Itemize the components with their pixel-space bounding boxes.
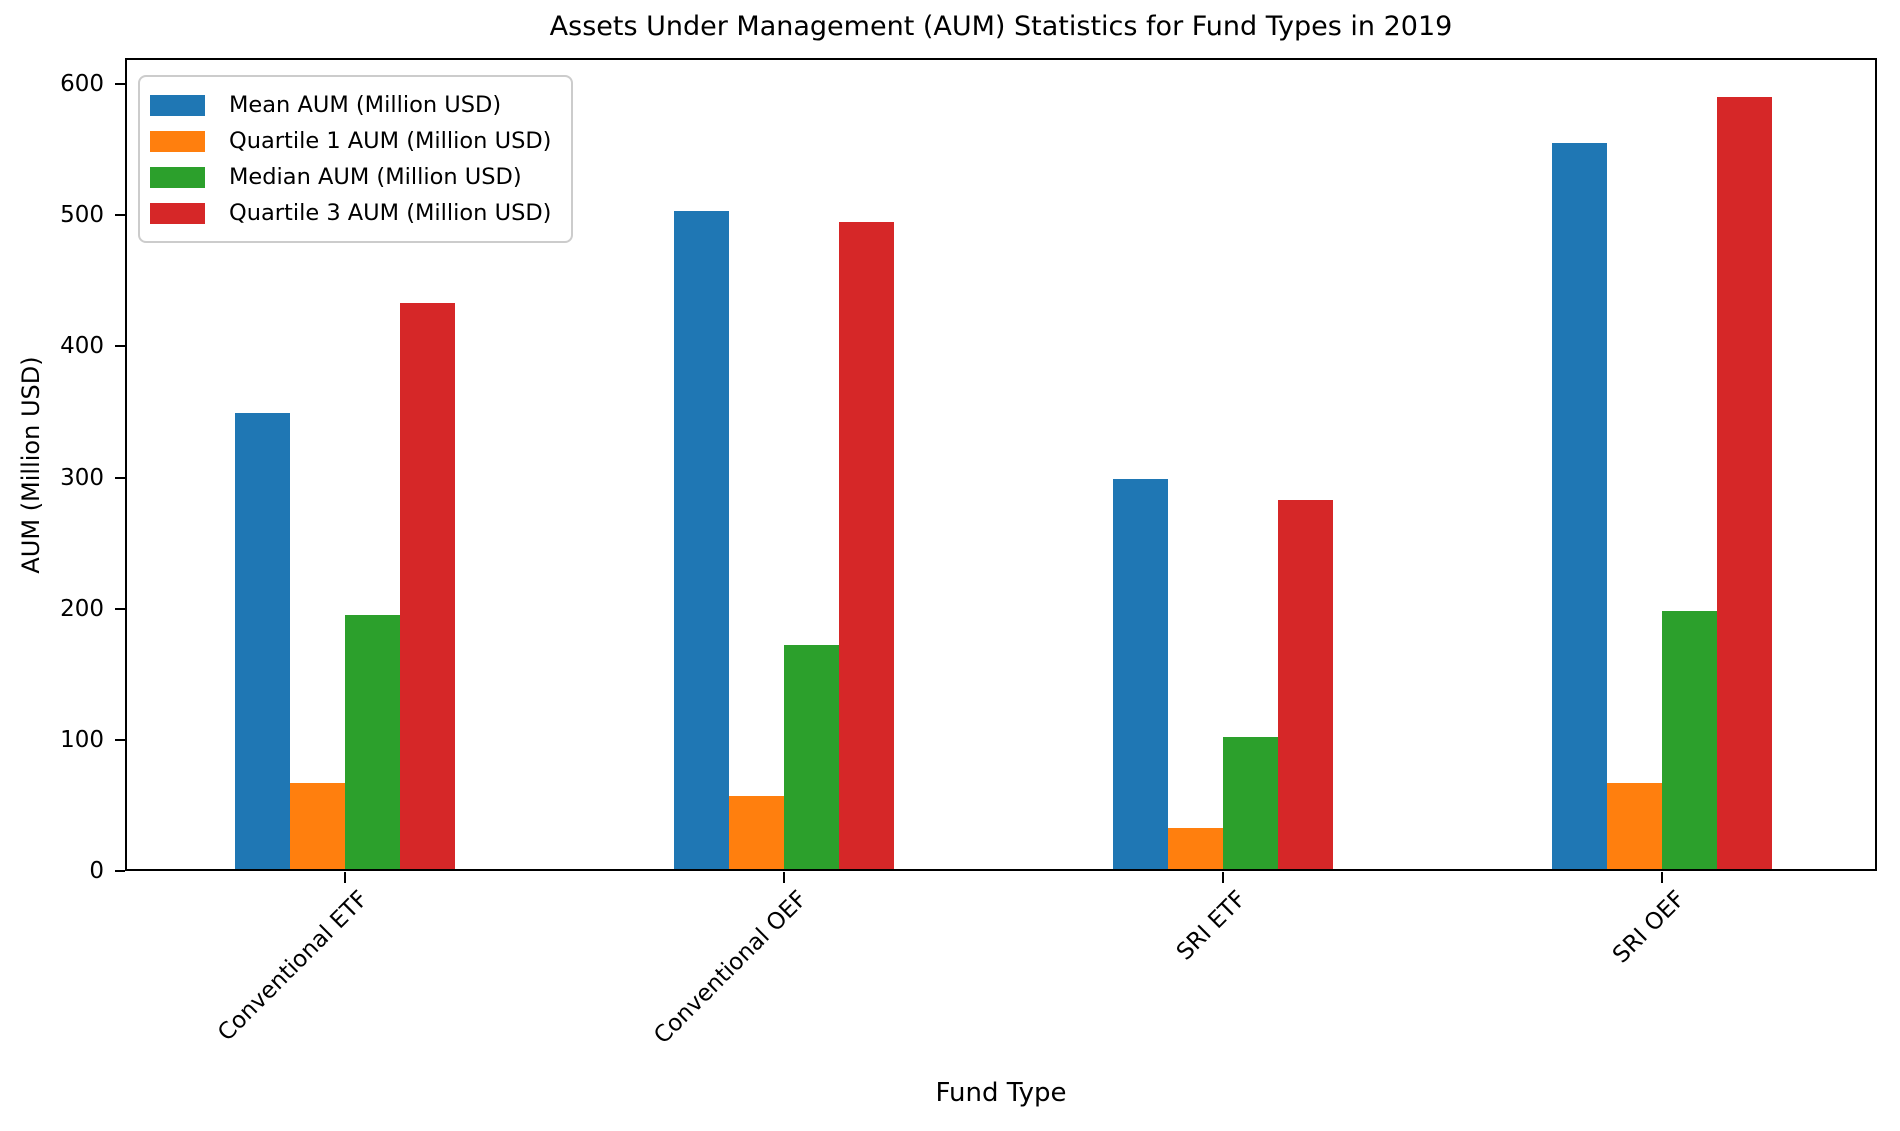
legend-swatch	[150, 202, 205, 224]
chart-title: Assets Under Management (AUM) Statistics…	[549, 11, 1453, 42]
legend-swatch	[150, 166, 205, 188]
y-tick-mark	[115, 83, 125, 86]
legend: Mean AUM (Million USD) Quartile 1 AUM (Mi…	[138, 75, 574, 243]
bar-sri-oef-s0	[1552, 143, 1607, 871]
legend-label: Quartile 3 AUM (Million USD)	[229, 200, 552, 226]
legend-entry: Quartile 1 AUM (Million USD)	[150, 123, 551, 159]
y-tick-label: 200	[60, 595, 104, 622]
bar-conventional-etf-s3	[400, 303, 455, 871]
y-tick-label: 500	[60, 202, 104, 229]
y-tick-mark	[115, 214, 125, 217]
y-tick-label: 400	[60, 333, 104, 360]
bar-sri-etf-s3	[1278, 499, 1333, 871]
bar-conventional-etf-s2	[345, 615, 400, 871]
bar-sri-oef-s3	[1717, 97, 1772, 871]
legend-label: Median AUM (Million USD)	[229, 164, 522, 190]
bar-conventional-oef-s2	[784, 645, 839, 871]
y-tick-label: 100	[60, 726, 104, 753]
bar-conventional-oef-s0	[674, 211, 729, 871]
legend-label: Mean AUM (Million USD)	[229, 92, 502, 118]
legend-entry: Quartile 3 AUM (Million USD)	[150, 195, 551, 231]
bar-conventional-oef-s1	[729, 796, 784, 871]
bar-sri-etf-s0	[1113, 478, 1168, 871]
bar-conventional-etf-s1	[290, 783, 345, 871]
y-axis-label: AUM (Million USD)	[17, 356, 45, 574]
x-tick-mark	[1661, 872, 1663, 883]
y-tick-mark	[115, 870, 125, 872]
bar-sri-etf-s1	[1168, 827, 1223, 871]
legend-swatch	[150, 94, 205, 116]
bar-sri-oef-s2	[1662, 611, 1717, 871]
legend-label: Quartile 1 AUM (Million USD)	[229, 128, 552, 154]
y-tick-mark	[115, 476, 125, 479]
bar-conventional-oef-s3	[839, 221, 894, 871]
x-tick-mark	[783, 872, 785, 883]
x-tick-mark	[344, 872, 346, 883]
y-tick-mark	[115, 345, 125, 348]
x-axis-label: Fund Type	[935, 1078, 1067, 1108]
bar-sri-oef-s1	[1607, 783, 1662, 871]
legend-swatch	[150, 130, 205, 152]
y-tick-label: 600	[60, 71, 104, 98]
legend-entry: Mean AUM (Million USD)	[150, 87, 551, 123]
y-tick-mark	[115, 607, 125, 610]
y-tick-mark	[115, 738, 125, 741]
y-tick-label: 300	[60, 464, 104, 491]
legend-entry: Median AUM (Million USD)	[150, 159, 551, 195]
bar-sri-etf-s2	[1223, 737, 1278, 871]
x-tick-mark	[1222, 872, 1224, 883]
y-tick-label: 0	[89, 858, 104, 884]
bar-conventional-etf-s0	[235, 413, 290, 871]
